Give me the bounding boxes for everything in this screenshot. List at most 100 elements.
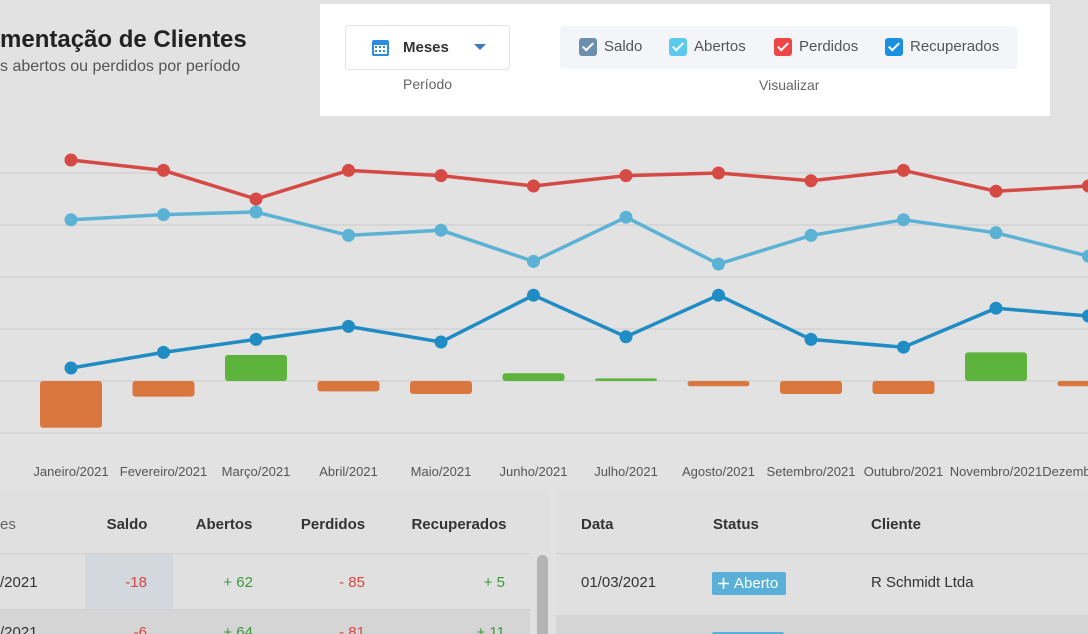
column-header: Cliente [871,516,922,533]
point [249,205,263,219]
x-tick-label: Agosto/2021 [682,464,755,479]
point [1082,309,1088,323]
period-select[interactable]: Meses [345,25,510,70]
point [434,169,448,183]
bar [595,378,657,381]
point [527,179,540,193]
column-header: Data [581,516,614,533]
line [70,293,1088,370]
point [64,361,78,375]
point [527,288,540,302]
legend-label: Abertos [694,38,746,55]
x-tick-label: Setembro/2021 [767,464,856,479]
point [527,254,540,268]
point [712,166,725,180]
point [619,330,633,344]
cell: + 62 [223,574,253,591]
cell: /2021 [0,574,38,591]
legend-label: Recuperados [910,38,1000,55]
cell: R Schmidt Ltda [871,574,974,591]
x-tick-label: Junho/2021 [500,464,568,479]
calendar-icon [372,40,389,56]
point [342,319,355,333]
x-tick-label: Julho/2021 [594,464,658,479]
checkbox[interactable]: Saldo [579,38,643,57]
point [804,332,818,346]
caret [474,44,486,50]
cell: + 64 [223,624,253,634]
x-tick-label: Novembro/2021 [950,464,1043,479]
bar [687,381,750,387]
status-text: Aberto [734,575,779,592]
scrollbar[interactable] [537,555,548,634]
cell: 01/03/2021 [581,574,657,591]
column-header: Saldo [106,516,148,533]
bar [780,381,842,394]
legend-label: Saldo [604,38,643,55]
cell: - 81 [339,624,365,634]
x-tick-label: Outubro/2021 [864,464,944,479]
point [804,174,818,188]
x-tick-label: Dezembro/2021 [1042,464,1088,479]
column-header: es [0,516,16,533]
checkbox[interactable]: Recuperados [885,38,1000,57]
visualize-label: Visualizar [759,77,820,93]
bar [132,381,195,397]
bar [317,381,380,392]
plus-icon [718,578,729,589]
point [342,163,355,177]
status-badge: Aberto [712,572,787,595]
point [157,208,170,222]
legend-label: Perdidos [799,38,859,55]
period-label: Período [403,76,453,92]
checkbox[interactable]: Perdidos [774,38,859,57]
bar [872,381,935,394]
checkbox[interactable]: Abertos [669,38,746,57]
point [989,226,1003,240]
x-tick-label: Maio/2021 [411,464,472,479]
filter-popup: Meses Período Saldo Abertos Perdidos Rec… [320,4,1050,116]
line [70,158,1088,201]
subtitle: s abertos ou perdidos por período [0,58,241,75]
bar [1057,381,1088,387]
point [342,228,355,242]
point [619,210,633,224]
column-header: Abertos [195,516,253,533]
point [804,228,818,242]
cell: /2021 [0,624,38,634]
line [70,210,1088,266]
column-header: Recuperados [411,516,507,533]
bar [410,381,472,394]
point [64,153,78,167]
point [712,288,725,302]
x-tick-label: Janeiro/2021 [33,464,108,479]
point [434,223,448,237]
point [897,340,910,354]
cell: + 11 [476,624,506,634]
cell: + 5 [483,574,505,591]
point [897,163,910,177]
point [249,192,263,206]
point [712,257,725,271]
detail-table: Data Status Cliente 01/03/2021 Aberto R Schmi… [556,492,1088,634]
point [157,345,170,359]
point [1082,249,1088,263]
cell: -18 [125,574,147,591]
point [989,301,1003,315]
point [249,332,263,346]
chart: Janeiro/2021 Fevereiro/2021 Março/2021 Abri… [0,153,1088,479]
bar [965,352,1027,381]
period-value: Meses [403,39,449,56]
point [64,213,78,227]
point [989,184,1003,198]
column-header: Status [713,516,759,533]
summary-table: es Saldo Abertos Perdidos Recuperados/2021 -1… [0,492,550,634]
x-tick-label: Abril/2021 [319,464,378,479]
bar [225,355,287,381]
point [434,335,448,349]
x-tick-label: Março/2021 [222,464,291,479]
cell: -6 [133,624,147,634]
point [897,213,910,227]
point [157,163,170,177]
